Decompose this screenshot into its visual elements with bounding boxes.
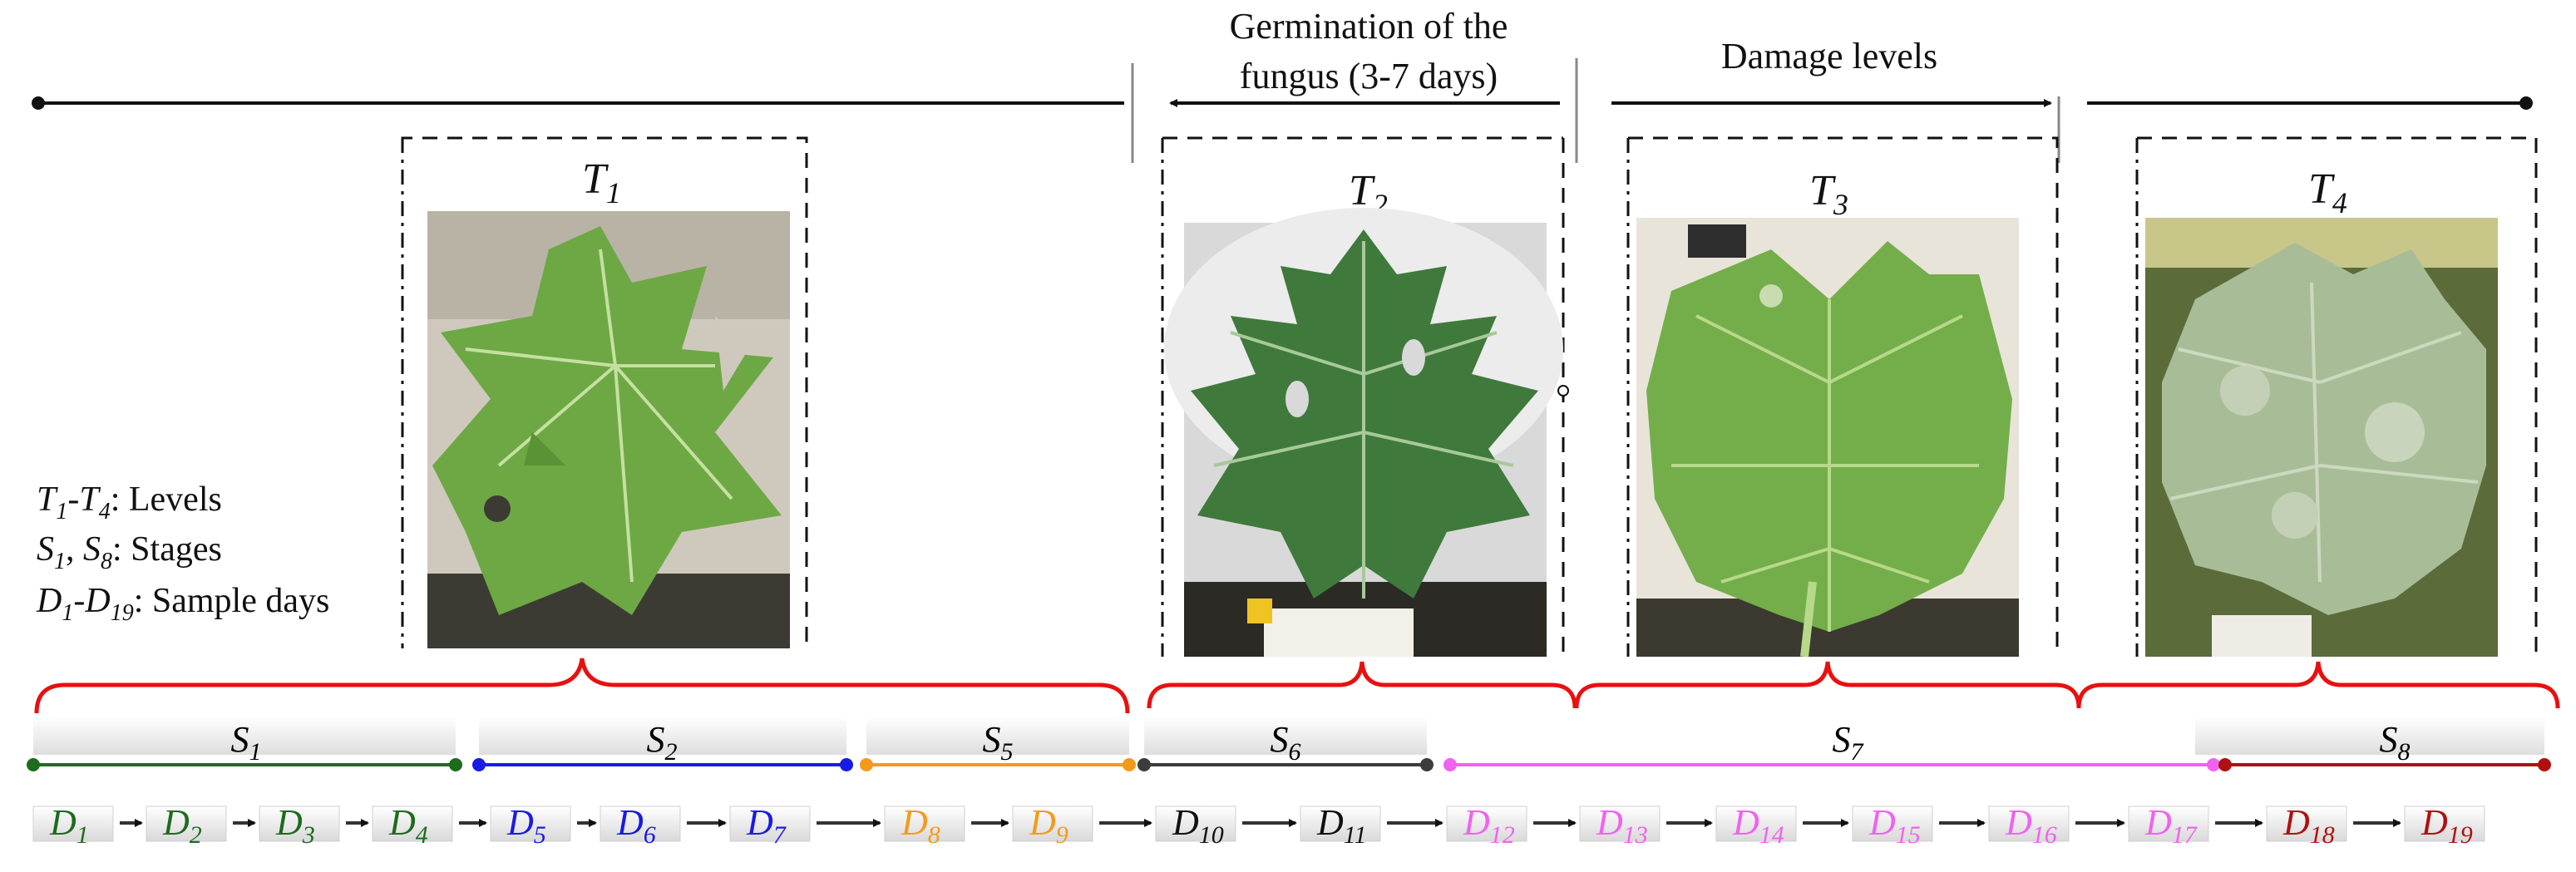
sample-day-14: D14	[1715, 802, 1797, 849]
legend-sample-days: D1-D19: Sample days	[36, 582, 329, 626]
sample-day-label: D14	[1732, 802, 1784, 849]
stage-line-s1	[27, 758, 462, 771]
sample-day-1: D1	[32, 802, 114, 849]
sample-day-12: D12	[1446, 802, 1527, 849]
panel-title-t1: T1	[582, 155, 621, 209]
sample-day-label: D19	[2421, 802, 2473, 849]
sample-day-label: D17	[2144, 802, 2198, 849]
sample-day-label: D5	[506, 802, 546, 849]
leaf-image-t1	[427, 211, 790, 648]
brace-t3	[1574, 661, 2081, 709]
stage-label-s1: S1	[231, 719, 262, 766]
sample-day-10: D10	[1155, 802, 1236, 849]
stage-line-s5	[860, 758, 1136, 771]
brace-t2	[1147, 661, 1577, 709]
sample-day-16: D16	[1988, 802, 2070, 849]
panel-t3: T3	[1626, 136, 2059, 658]
germination-label-line2: fungus (3-7 days)	[1240, 56, 1498, 96]
sample-day-label: D10	[1172, 802, 1224, 849]
brace-t4	[2076, 661, 2560, 709]
sample-day-label: D4	[388, 802, 428, 849]
panel-t1: T1	[401, 136, 808, 648]
stage-label-s2: S2	[647, 719, 678, 766]
sample-day-label: D16	[2005, 802, 2057, 849]
sample-day-9: D9	[1012, 802, 1093, 849]
sample-day-17: D17	[2128, 802, 2209, 849]
sample-day-5: D5	[490, 802, 571, 849]
legend-levels: T1-T4: Levels	[37, 480, 222, 525]
leaf-image-t2	[1164, 208, 1563, 657]
sample-day-19: D19	[2404, 802, 2485, 849]
leaf-image-t3	[1636, 218, 2019, 658]
sample-day-label: D3	[275, 802, 315, 849]
panel-title-t3: T3	[1809, 167, 1848, 221]
sample-day-6: D6	[600, 802, 681, 849]
sample-day-label: D9	[1029, 802, 1068, 849]
stage-label-s5: S5	[983, 719, 1014, 766]
legend-stages: S1, S8: Stages	[37, 530, 222, 574]
stage-label-s7: S7	[1833, 719, 1865, 766]
sample-day-label: D18	[2282, 802, 2335, 849]
sample-day-label: D11	[1316, 802, 1367, 849]
sample-day-8: D8	[884, 802, 965, 849]
sample-day-15: D15	[1852, 802, 1933, 849]
sample-day-7: D7	[729, 802, 811, 849]
sample-day-label: D8	[901, 802, 940, 849]
germination-label-line1: Germination of the	[1230, 6, 1508, 47]
top-timeline: Germination of the fungus (3-7 days) Dam…	[32, 6, 2533, 163]
stage-line-s2	[472, 758, 853, 771]
sample-day-label: D1	[49, 802, 89, 849]
stage-bars: S1 S2 S5 S6 S7 S8	[27, 717, 2551, 771]
sample-day-4: D4	[372, 802, 453, 849]
sample-day-13: D13	[1579, 802, 1661, 849]
panel-t4: T4	[2135, 136, 2538, 657]
panel-title-t4: T4	[2308, 165, 2347, 219]
sample-day-label: D2	[162, 802, 202, 849]
sample-day-label: D7	[746, 802, 787, 849]
sample-day-label: D6	[616, 802, 656, 849]
stage-line-s7	[1443, 758, 2220, 771]
legend: T1-T4: Levels S1, S8: Stages D1-D19: Sam…	[36, 480, 329, 626]
leaf-image-t4	[2145, 218, 2498, 657]
sample-day-11: D11	[1300, 802, 1381, 849]
sample-day-18: D18	[2266, 802, 2347, 849]
stage-label-s8: S8	[2380, 719, 2411, 766]
sample-day-label: D13	[1596, 802, 1648, 849]
stage-line-s6	[1137, 758, 1434, 771]
level-braces	[34, 658, 2560, 714]
sample-day-label: D15	[1868, 802, 1921, 849]
brace-t1	[34, 658, 1130, 714]
damage-levels-label: Damage levels	[1721, 36, 1937, 76]
stage-line-s8	[2218, 758, 2551, 771]
timeline-end-dot	[2519, 96, 2533, 110]
stage-label-s6: S6	[1271, 719, 1301, 766]
timeline-start-dot	[32, 96, 45, 110]
sample-day-row: D1 D2 D3 D4 D5 D6 D7 D8 D9 D10 D11 D12 D13 D14 D15 D16 D…	[32, 802, 2485, 849]
sample-day-label: D12	[1463, 802, 1515, 849]
sample-day-2: D2	[146, 802, 227, 849]
sample-day-3: D3	[259, 802, 340, 849]
panel-t2: T2	[1161, 136, 1569, 657]
